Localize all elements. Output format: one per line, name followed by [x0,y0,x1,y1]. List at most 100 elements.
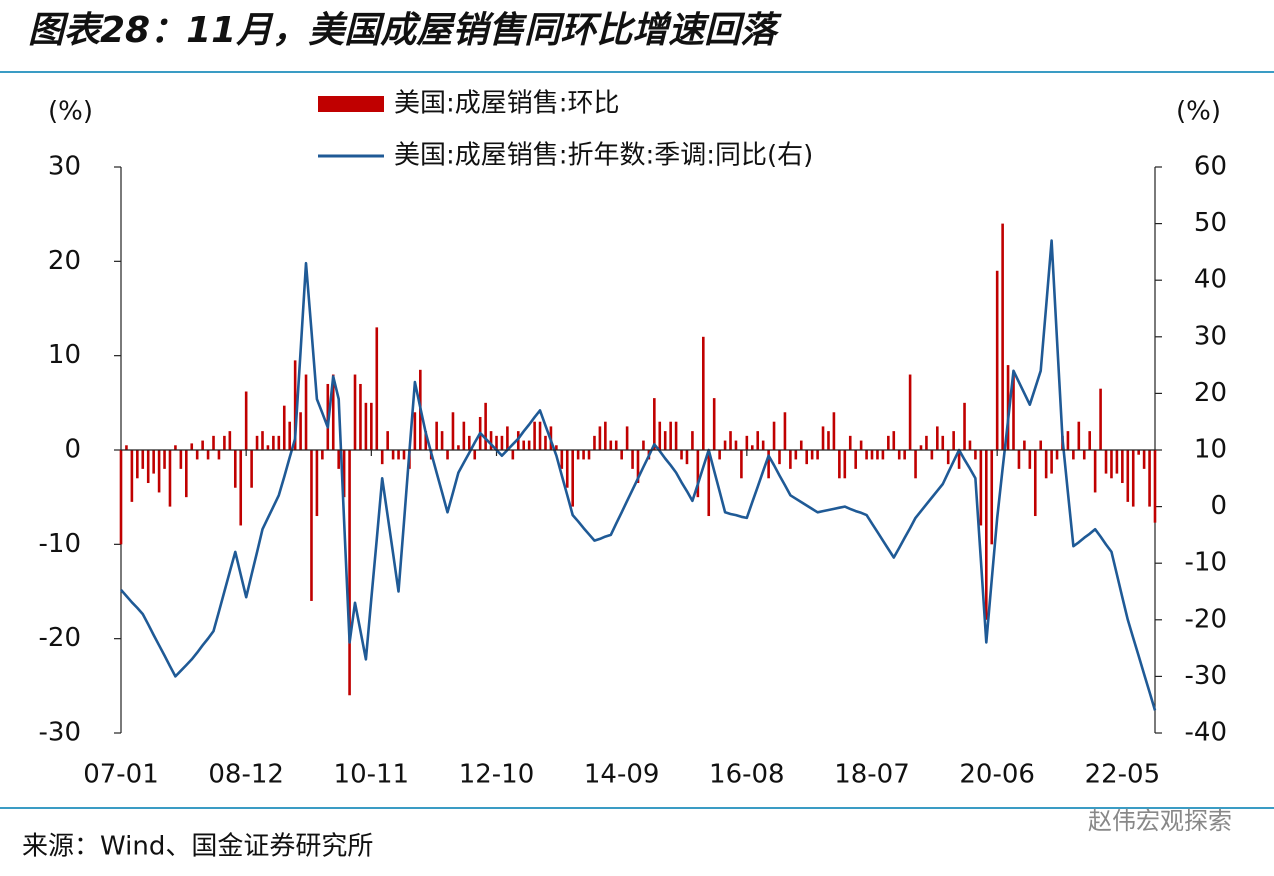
bar [1137,450,1140,455]
bar [261,431,264,450]
bar [141,450,145,469]
y2-unit: (%) [1176,97,1221,127]
bar [272,435,275,450]
y2-tick-label: 10 [1194,435,1227,465]
bar [500,435,504,450]
bar [163,450,166,469]
bar [1093,450,1097,493]
bar [887,435,890,450]
legend-label: 美国:成屋销售:折年数:季调:同比(右) [394,141,813,171]
y-tick-label: -10 [39,529,81,559]
bar [538,421,542,450]
bar [212,435,215,450]
bar [1077,421,1081,450]
bar [565,450,569,488]
bar [152,450,155,474]
y2-tick-label: 20 [1194,378,1227,408]
bar [658,421,662,450]
y2-tick-label: 60 [1194,152,1227,182]
y-unit: (%) [48,97,93,127]
bar [168,450,172,507]
bar [1121,450,1124,484]
bar [527,440,531,450]
bar [979,450,983,526]
bar [963,402,966,450]
bar [217,450,221,460]
bar [353,374,357,450]
bar [957,450,961,469]
y2-tick-label: 0 [1210,491,1227,521]
bar [506,426,509,450]
bar [810,450,814,460]
bar [299,412,302,450]
bar [789,450,792,469]
bar [359,383,362,450]
bar [794,450,798,460]
bar [511,450,515,460]
bar [974,450,977,460]
bar [440,431,444,450]
bar [157,450,161,493]
bar [560,450,564,469]
x-tick-label: 14-09 [584,760,660,790]
x-tick-label: 20-06 [959,760,1035,790]
bar [914,450,917,479]
bar [1023,440,1026,450]
bar [995,270,999,450]
bar [919,445,923,450]
bar [228,431,232,450]
bar [179,450,183,469]
y-tick-label: 20 [48,246,81,276]
bar [1082,450,1086,460]
y2-tick-label: 50 [1194,208,1227,238]
bar [446,450,449,460]
bar [293,360,297,450]
bar [1153,450,1157,523]
bar [1126,450,1130,502]
bar [190,443,194,450]
source: 来源：Wind、国金证券研究所 [22,832,373,862]
bar [424,431,428,450]
bar [174,445,177,450]
bar [239,450,243,526]
bar [761,440,765,450]
bar [582,450,585,460]
bar [571,450,574,507]
bar [315,450,319,517]
x-tick-label: 07-01 [83,760,159,790]
bar [778,450,781,465]
bar [838,450,841,479]
bar [1104,450,1108,474]
bar [489,431,493,450]
x-tick-label: 08-12 [208,760,284,790]
bar [848,435,852,450]
bar [691,431,694,450]
y-tick-label: 30 [48,152,81,182]
y2-tick-label: -30 [1185,661,1227,691]
bar [337,450,340,469]
bar [233,450,237,488]
bar [876,450,879,460]
bar [555,445,558,450]
bar [544,435,547,450]
bar [1044,450,1048,479]
bar [593,435,596,450]
bar [380,450,384,465]
bar [1055,450,1059,460]
bar [750,445,754,450]
y2-tick-label: -20 [1185,604,1227,634]
bar [457,445,460,450]
bar [707,450,711,517]
bar [136,450,139,479]
bar [370,402,373,450]
bar [799,440,803,450]
bar [576,450,580,460]
y-tick-label: 10 [48,340,81,370]
bar [1017,450,1021,469]
bar [533,421,536,450]
bar [397,450,400,460]
bar [903,450,906,460]
bar [1001,223,1004,450]
bar [723,440,727,450]
x-tick-label: 16-08 [709,760,785,790]
